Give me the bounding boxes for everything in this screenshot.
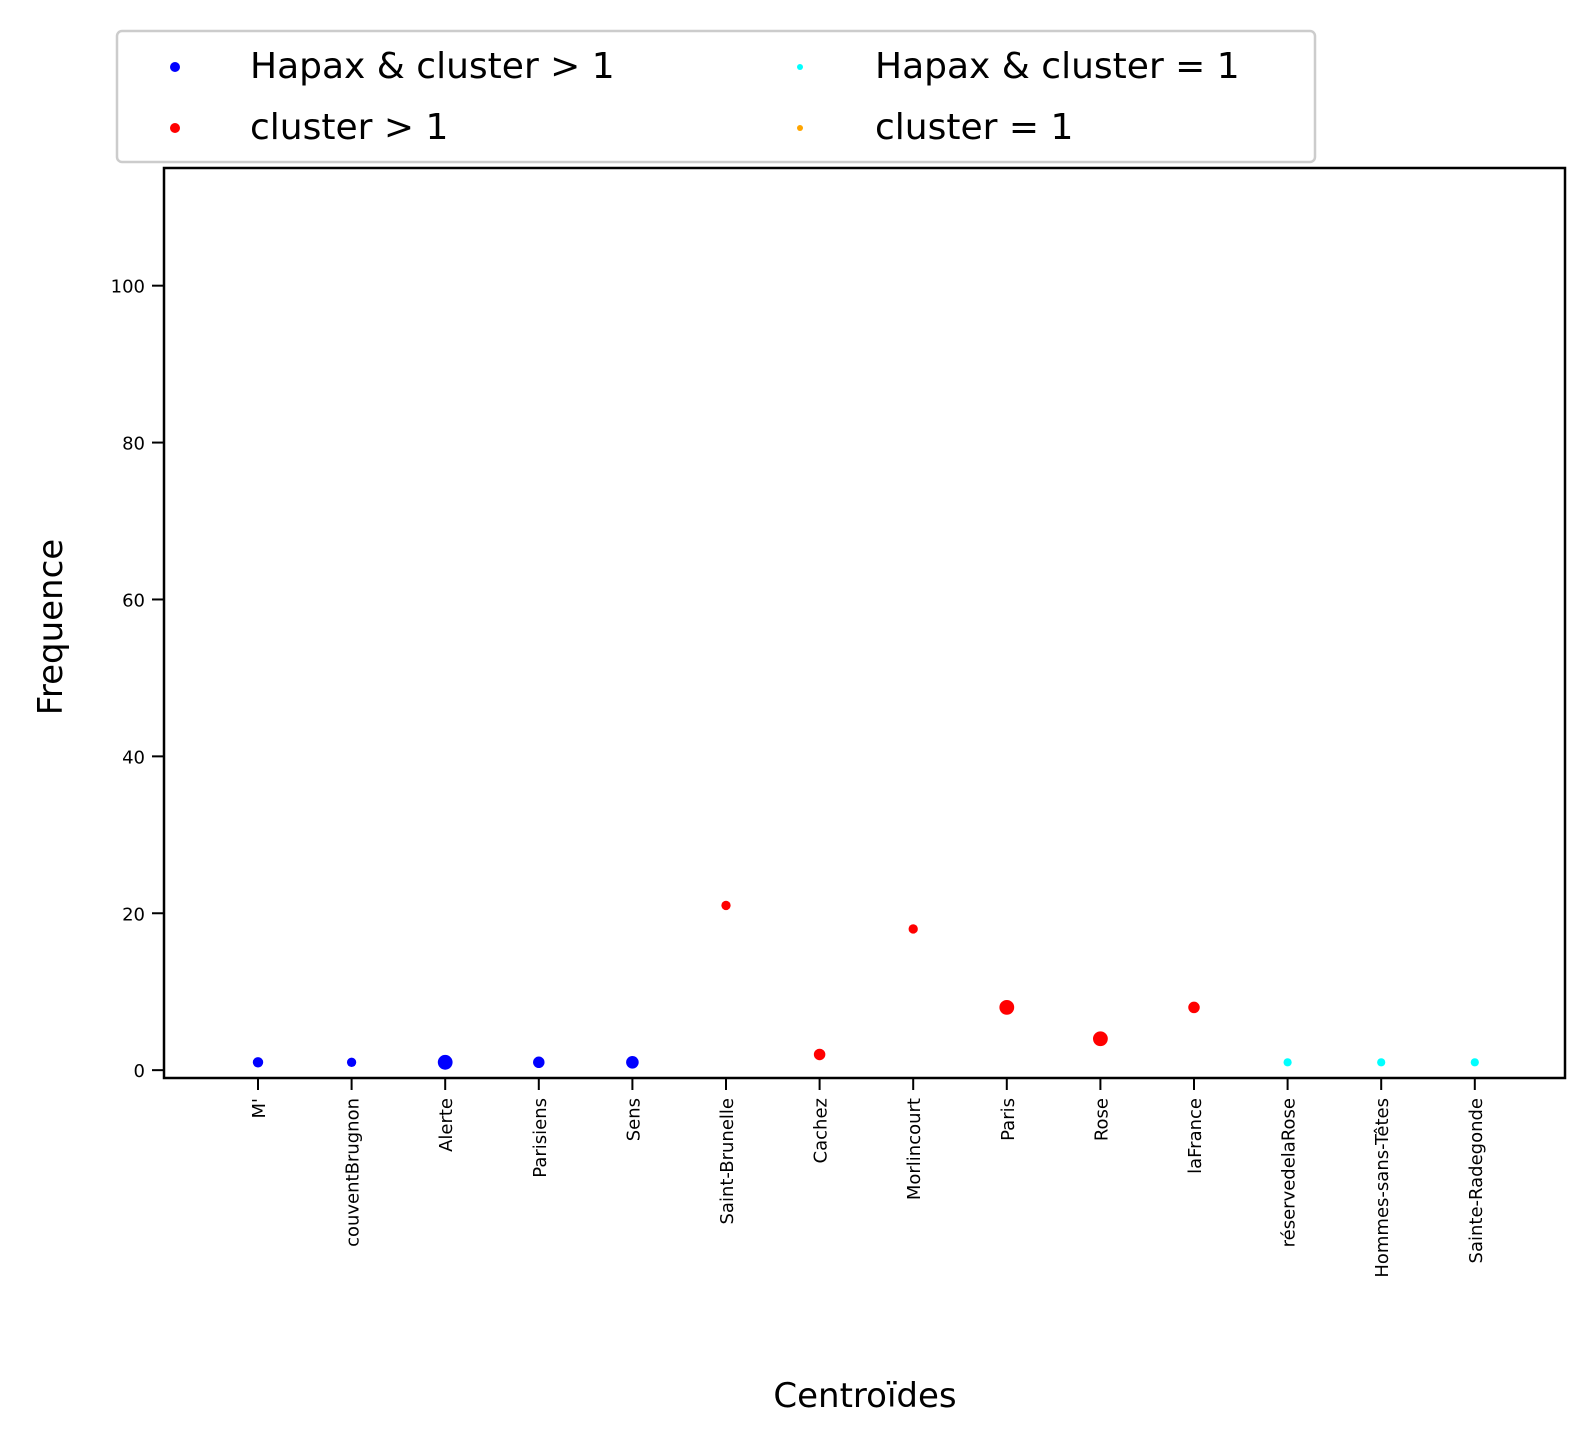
x-axis-label: Centroïdes: [773, 1376, 956, 1416]
legend-marker-hapax-cluster-gt-1: [170, 62, 180, 72]
y-tick-label: 60: [122, 590, 145, 611]
point-m: [252, 1057, 264, 1068]
x-tick-label-hommes-sans-t-tes: Hommes-sans-Têtes: [1372, 1098, 1393, 1278]
point-r-servedelarose: [1283, 1058, 1292, 1067]
point-alerte: [437, 1054, 453, 1070]
y-tick-label: 80: [122, 434, 145, 455]
point-parisiens: [533, 1056, 545, 1069]
point-rose: [1093, 1031, 1108, 1047]
legend-marker-cluster-gt-1: [170, 123, 180, 133]
point-sainte-radegonde: [1470, 1058, 1479, 1067]
x-tick-label-saint-brunelle: Saint-Brunelle: [717, 1098, 738, 1225]
y-tick-label: 20: [122, 904, 145, 925]
x-tick-label-parisiens: Parisiens: [530, 1098, 551, 1178]
legend-marker-cluster-eq-1: [797, 125, 803, 131]
legend-label-cluster-eq-1: cluster = 1: [875, 107, 1073, 148]
x-axis-ticks: M' couventBrugnon Alerte Parisiens Sens Saint…: [249, 1078, 1487, 1278]
legend-label-cluster-gt-1: cluster > 1: [250, 107, 448, 148]
x-tick-label-alerte: Alerte: [436, 1098, 457, 1152]
point-lafrance: [1188, 1001, 1200, 1014]
point-cachez: [813, 1048, 826, 1061]
point-paris: [999, 999, 1015, 1015]
point-couventbrugnon: [346, 1057, 357, 1067]
x-tick-label-sainte-radegonde: Sainte-Radegonde: [1466, 1098, 1487, 1263]
legend-marker-hapax-cluster-eq-1: [797, 64, 803, 70]
legend-frame: [115, 29, 1317, 164]
x-tick-label-lafrance: laFrance: [1185, 1098, 1206, 1174]
x-tick-label-morlincourt: Morlincourt: [904, 1098, 925, 1200]
x-tick-label-cachez: Cachez: [811, 1098, 832, 1163]
x-tick-label-couventbrugnon: couventBrugnon: [343, 1098, 364, 1247]
legend-label-hapax-cluster-gt-1: Hapax & cluster > 1: [250, 46, 615, 87]
x-tick-label-paris: Paris: [998, 1098, 1019, 1141]
plot-area-frame: [162, 166, 1567, 1080]
legend-label-hapax-cluster-eq-1: Hapax & cluster = 1: [875, 46, 1240, 87]
x-tick-label-r-servedelarose: réservedelaRose: [1279, 1098, 1300, 1247]
y-axis-ticks: 0 20 40 60 80 100: [111, 277, 164, 1082]
point-hommes-sans-t-tes: [1377, 1058, 1386, 1067]
x-tick-label-rose: Rose: [1091, 1098, 1112, 1141]
y-tick-label: 0: [134, 1061, 145, 1082]
x-tick-label-m: M': [249, 1098, 270, 1118]
point-morlincourt: [908, 924, 918, 934]
y-tick-label: 40: [122, 747, 145, 768]
y-tick-label: 100: [111, 277, 145, 298]
data-points: [252, 900, 1479, 1070]
legend: Hapax & cluster > 1 cluster > 1 Hapax & …: [115, 29, 1317, 164]
x-tick-label-sens: Sens: [623, 1098, 644, 1141]
point-saint-brunelle: [721, 900, 731, 911]
point-sens: [626, 1056, 639, 1069]
y-axis-label: Frequence: [31, 539, 71, 715]
